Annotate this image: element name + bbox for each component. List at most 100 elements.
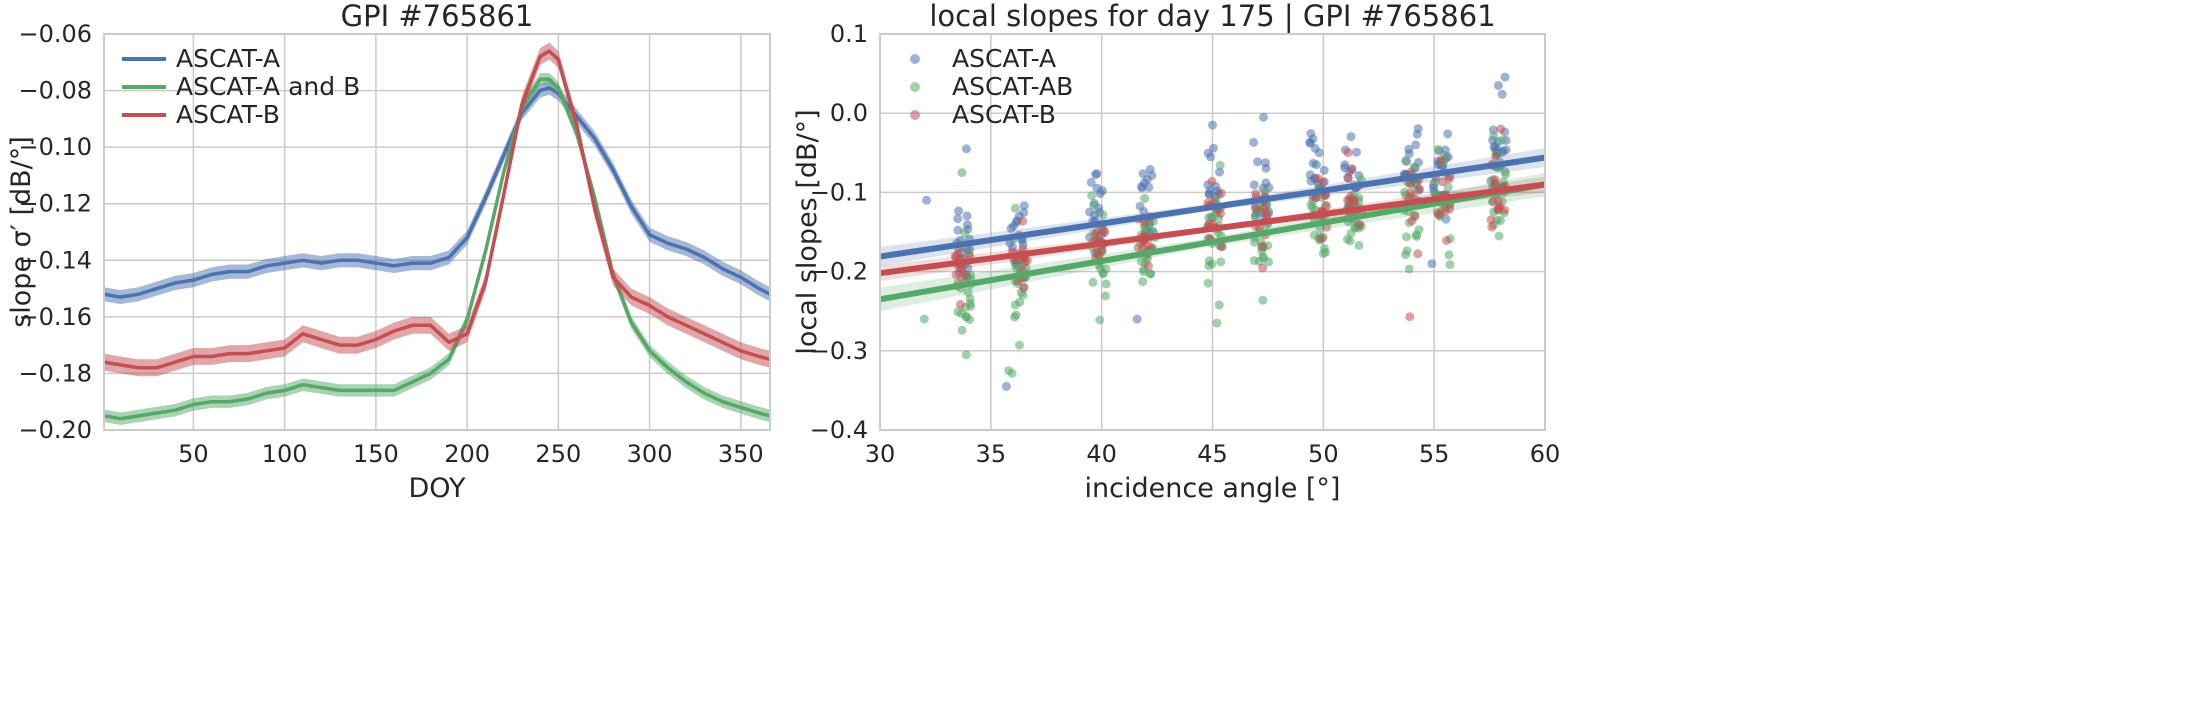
scatter-point <box>1343 148 1353 158</box>
scatter-point <box>1100 291 1110 301</box>
x-tick-label: 250 <box>535 440 581 468</box>
scatter-point <box>1087 191 1097 201</box>
scatter-point <box>1313 173 1323 183</box>
scatter-point <box>1497 89 1507 99</box>
scatter-point <box>1216 209 1225 218</box>
x-tick-label: 150 <box>353 440 399 468</box>
right-chart-panel: −0.4 −0.3 −0.2 −0.1 0.0 0.1 30 35 40 45 50 55 60 loca… <box>792 0 1560 504</box>
y-tick-label: −0.12 <box>18 190 92 218</box>
series-ascat-a-and-b <box>103 73 771 425</box>
legend-marker <box>910 82 920 92</box>
scatter-point <box>1095 315 1105 325</box>
scatter-point <box>1486 215 1496 225</box>
scatter-point <box>1347 165 1357 175</box>
scatter-point <box>1412 232 1422 241</box>
scatter-point <box>1011 310 1021 320</box>
scatter-point <box>1352 147 1361 157</box>
legend-entry: ASCAT-B <box>176 100 280 129</box>
x-tick-label: 30 <box>865 440 896 468</box>
y-axis-label: slope σ′ [dB/°] <box>6 136 37 328</box>
left-chart-panel: −0.20 −0.18 −0.16 −0.14 −0.12 −0.10 −0.08 −0.06… <box>6 0 771 504</box>
scatter-point <box>1203 148 1213 158</box>
scatter-point <box>1444 250 1454 260</box>
scatter-point <box>1443 129 1453 139</box>
scatter-point <box>1086 177 1096 187</box>
scatter-point <box>1216 188 1226 198</box>
scatter-point <box>1008 221 1018 231</box>
scatter-point <box>1500 72 1510 82</box>
x-axis-label: incidence angle [°] <box>1085 473 1341 504</box>
scatter-point <box>1089 200 1099 210</box>
x-tick-label: 45 <box>1197 440 1228 468</box>
scatter-point <box>1140 194 1150 203</box>
scatter-point <box>1317 234 1327 243</box>
scatter-point <box>1340 160 1350 170</box>
scatter-point <box>1346 132 1356 142</box>
y-tick-label: −0.14 <box>18 246 92 274</box>
plot-frame <box>103 33 771 431</box>
scatter-point <box>957 309 966 318</box>
scatter-point <box>1132 314 1142 324</box>
scatter-point <box>1404 264 1414 274</box>
series-ascat-a <box>103 80 771 305</box>
scatter-point <box>953 249 963 259</box>
scatter-point <box>1217 242 1227 252</box>
scatter-point <box>1249 256 1259 266</box>
scatter-point <box>1413 249 1423 259</box>
scatter-point <box>963 288 973 297</box>
scatter-point <box>1407 216 1417 226</box>
scatter-point <box>1261 163 1271 173</box>
scatter-point <box>1019 283 1028 293</box>
scatter-point <box>1019 208 1029 218</box>
scatter-point <box>1019 201 1029 211</box>
scatter-point <box>954 206 964 216</box>
scatter-point <box>1311 160 1321 170</box>
chart-title: GPI #765861 <box>341 0 534 33</box>
legend-entry: ASCAT-B <box>952 100 1056 129</box>
scatter-point <box>961 144 971 154</box>
scatter-point <box>1091 229 1101 239</box>
scatter-point <box>1139 207 1149 216</box>
scatter-point <box>1258 241 1267 251</box>
scatter-point <box>1207 177 1217 186</box>
y-tick-label: 0.0 <box>830 99 868 127</box>
scatter-point <box>1442 236 1451 245</box>
scatter-point <box>957 325 967 335</box>
chart-title: local slopes for day 175 | GPI #765861 <box>929 0 1495 33</box>
scatter-point <box>955 300 965 309</box>
legend-entry: ASCAT-AB <box>952 72 1073 101</box>
scatter-point <box>1214 300 1224 310</box>
series-line <box>103 77 771 421</box>
y-axis-label: local slopes [dB/°] <box>792 109 823 354</box>
scatter-point <box>957 168 967 178</box>
scatter-point <box>1258 295 1268 305</box>
scatter-point <box>1494 231 1504 241</box>
scatter-point <box>1215 160 1225 170</box>
scatter-point <box>1001 381 1011 391</box>
scatter-point <box>962 220 972 230</box>
scatter-point <box>1496 216 1505 226</box>
scatter-point <box>1140 178 1149 188</box>
scatter-point <box>1411 140 1421 150</box>
scatter-point <box>1321 247 1330 257</box>
scatter-point <box>1015 340 1024 350</box>
scatter-point <box>961 350 971 360</box>
scatter-point <box>1489 131 1499 141</box>
scatter-point <box>960 228 970 238</box>
scatter-point <box>1491 152 1500 161</box>
scatter-point <box>965 299 975 308</box>
confidence-band <box>104 73 770 425</box>
scatter-point <box>953 214 963 224</box>
legend-entry: ASCAT-A <box>176 44 280 73</box>
plot-frame <box>879 33 1546 431</box>
scatter-point <box>1261 178 1271 188</box>
scatter-point <box>1018 216 1028 226</box>
scatter-point <box>1402 246 1412 256</box>
scatter-point <box>1401 156 1411 165</box>
scatter-point <box>919 314 929 324</box>
scatter-point <box>1305 170 1315 180</box>
scatter-point <box>1010 203 1020 213</box>
scatter-point <box>922 195 932 205</box>
scatter-point <box>1319 165 1329 175</box>
series-line <box>103 49 771 370</box>
